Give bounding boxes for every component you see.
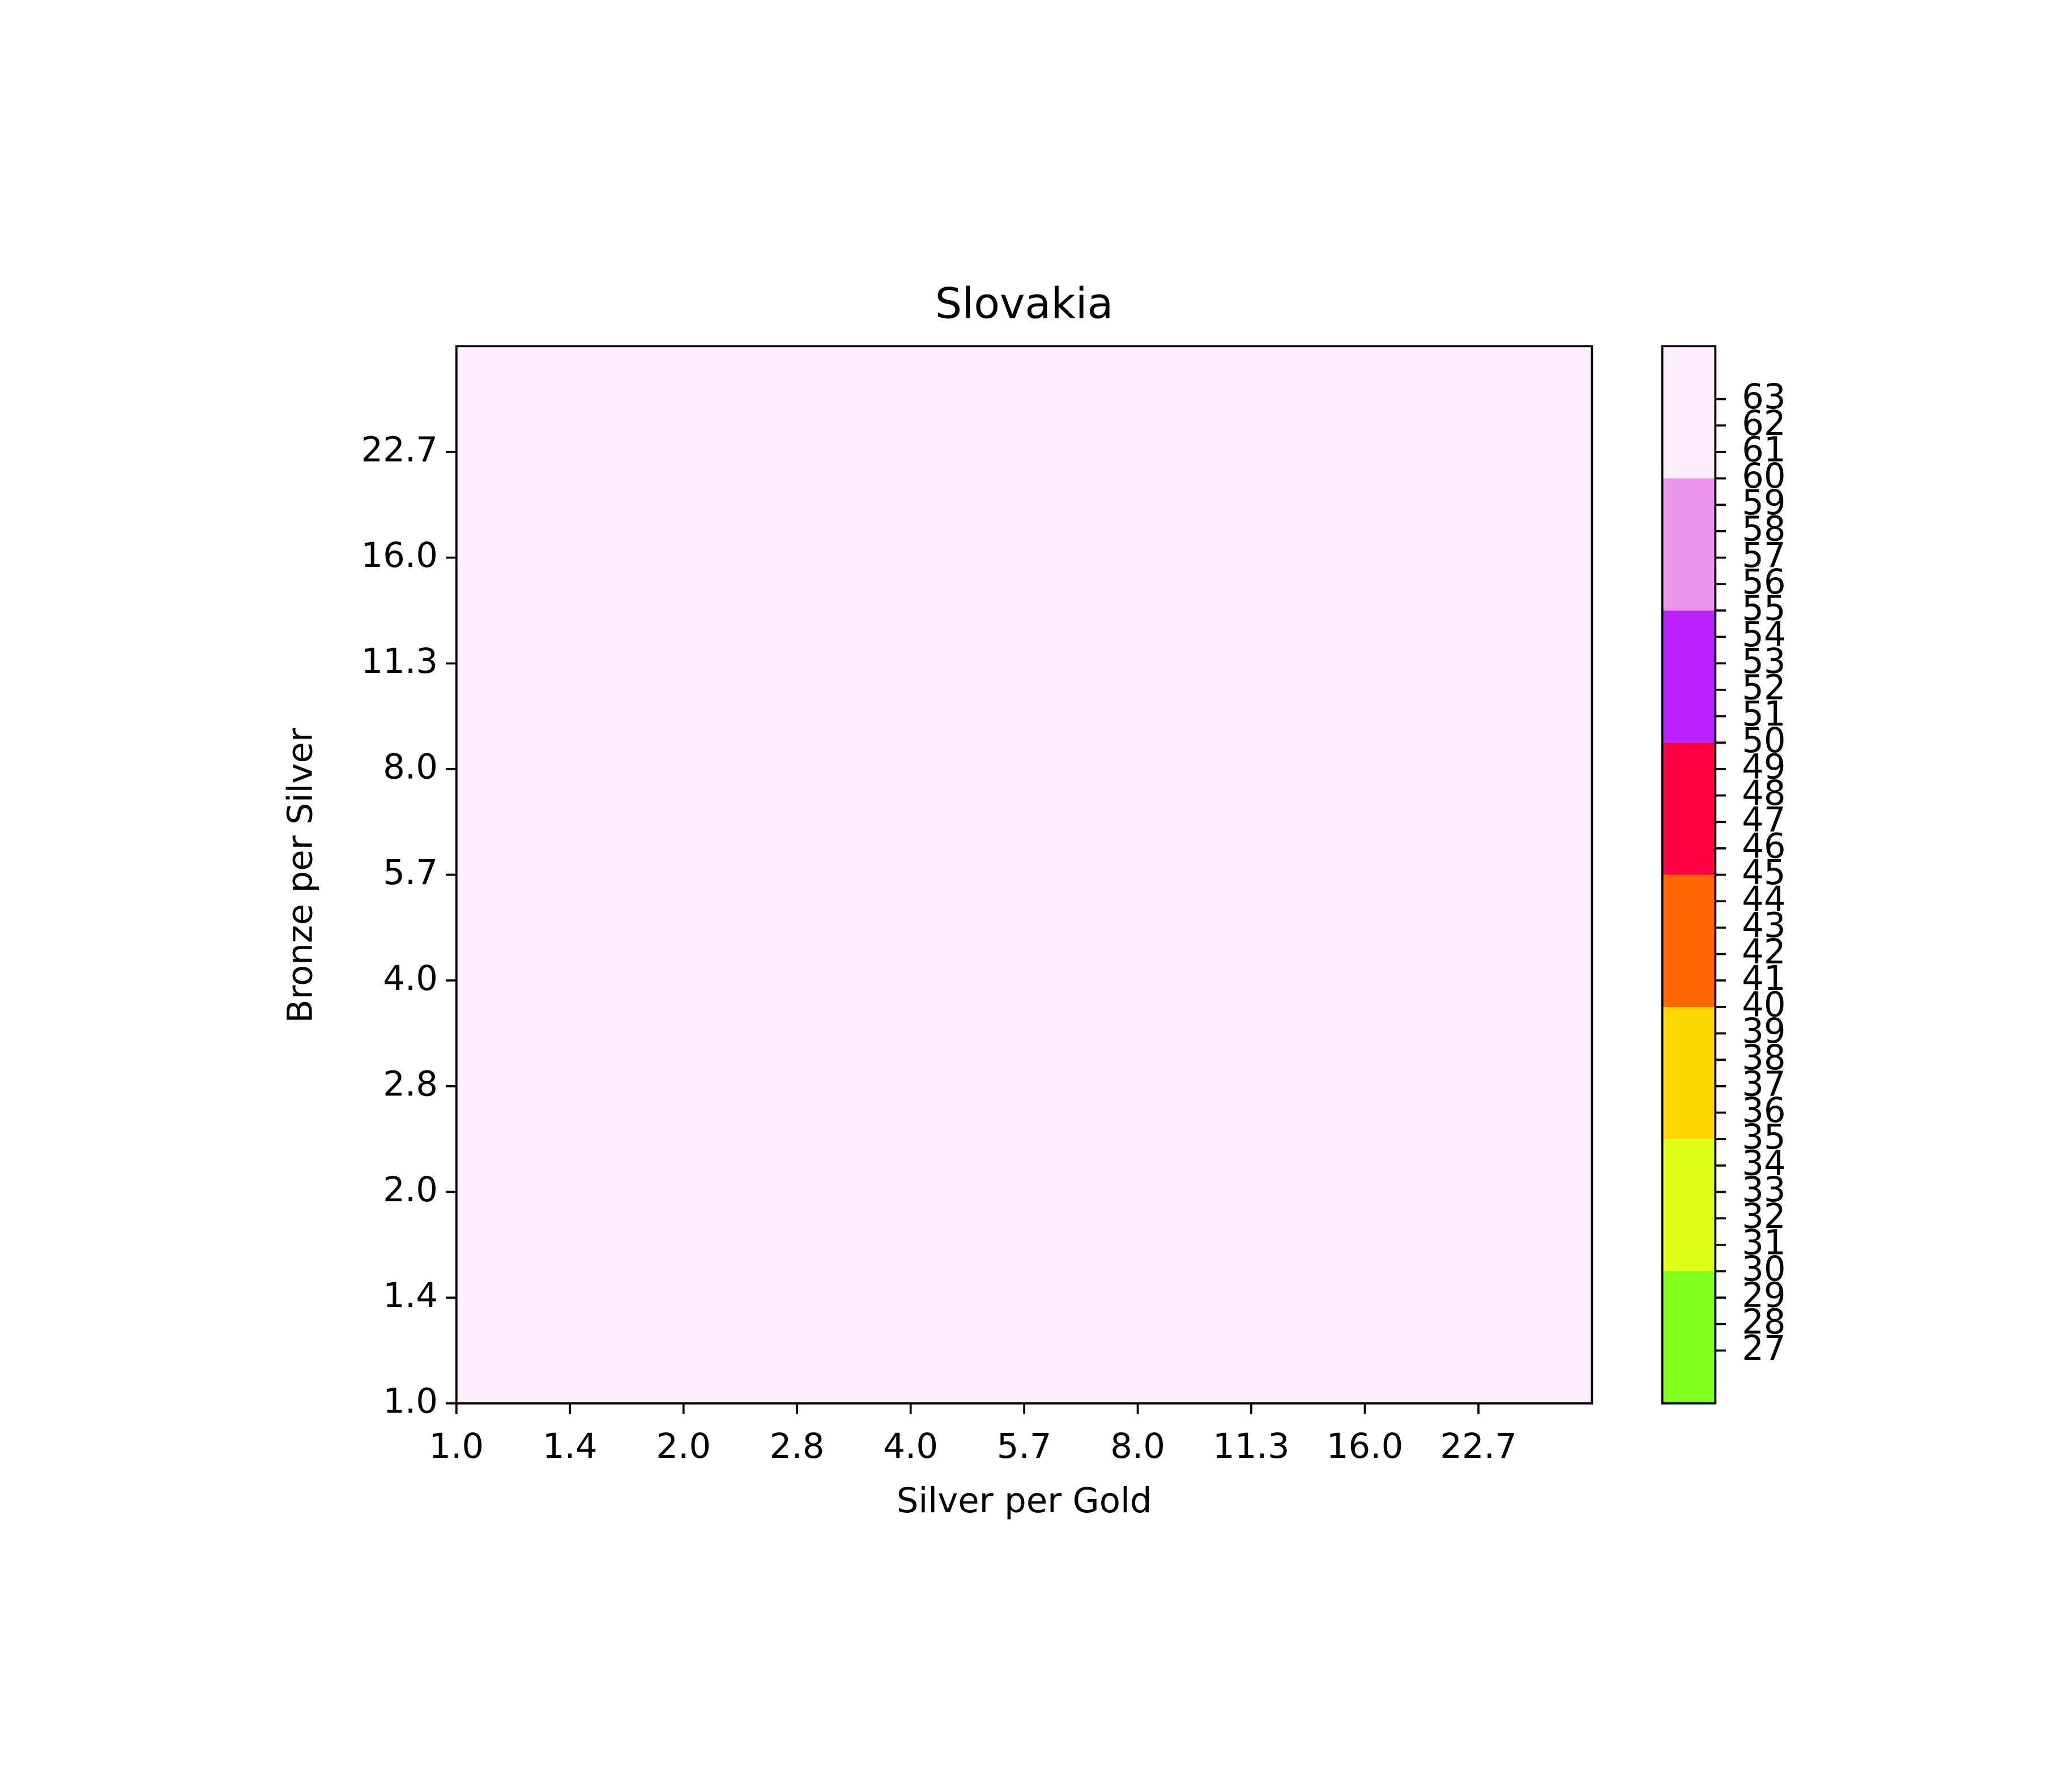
x-tick-label: 22.7 [1440,1426,1517,1466]
colorbar-segment [1662,874,1716,1007]
colorbar-tick-label: 38 [1742,1038,1785,1078]
colorbar-tick-label: 63 [1742,377,1785,417]
y-tick-label: 22.7 [361,429,438,470]
colorbar-tick-label: 40 [1742,984,1785,1025]
colorbar-tick-label: 54 [1742,615,1785,655]
y-tick-label: 16.0 [361,535,438,575]
colorbar-tick-label: 56 [1742,562,1785,602]
colorbar-tick-label: 36 [1742,1090,1785,1130]
colorbar-tick-label: 58 [1742,509,1785,549]
x-tick-label: 1.4 [543,1426,598,1466]
colorbar-segment [1662,610,1716,743]
colorbar-tick-label: 39 [1742,1011,1785,1051]
colorbar-segment [1662,346,1716,479]
colorbar-tick-label: 62 [1742,403,1785,443]
y-tick-label: 8.0 [383,746,438,787]
chart-title: Slovakia [935,278,1114,328]
colorbar-tick-label: 59 [1742,483,1785,523]
colorbar-tick-label: 48 [1742,773,1785,813]
x-axis-label: Silver per Gold [897,1480,1152,1521]
y-tick-label: 1.4 [383,1275,438,1316]
colorbar-tick-label: 31 [1742,1222,1785,1262]
x-tick-label: 11.3 [1213,1426,1290,1466]
colorbar-segment [1662,1006,1716,1140]
colorbar-tick-label: 55 [1742,588,1785,628]
heatmap-cell [456,346,1592,1403]
colorbar-tick-label: 61 [1742,430,1785,470]
y-tick-label: 2.8 [383,1064,438,1104]
x-tick-label: 4.0 [883,1426,938,1466]
colorbar-segment [1662,743,1716,875]
x-tick-label: 16.0 [1327,1426,1404,1466]
y-tick-label: 2.0 [383,1170,438,1210]
colorbar-tick-label: 49 [1742,746,1785,787]
colorbar-segment [1662,1139,1716,1272]
colorbar-tick-label: 44 [1742,879,1785,919]
x-tick-label: 5.7 [997,1426,1052,1466]
colorbar-tick-label: 53 [1742,641,1785,681]
colorbar-tick-label: 28 [1742,1302,1785,1342]
colorbar-tick-label: 43 [1742,905,1785,945]
x-tick-label: 8.0 [1110,1426,1165,1466]
colorbar-tick-label: 27 [1742,1328,1785,1368]
colorbar-tick-label: 30 [1742,1249,1785,1289]
colorbar-tick-label: 42 [1742,932,1785,972]
colorbar-tick-label: 52 [1742,667,1785,707]
x-tick-label: 2.0 [656,1426,711,1466]
y-tick-label: 1.0 [383,1381,438,1421]
y-tick-label: 11.3 [361,641,438,681]
colorbar-tick-label: 33 [1742,1170,1785,1210]
colorbar-segment [1662,1271,1716,1403]
y-tick-label: 5.7 [383,852,438,893]
colorbar-segment [1662,478,1716,611]
y-tick-label: 4.0 [383,958,438,999]
colorbar-tick-label: 60 [1742,456,1785,496]
colorbar-tick-label: 41 [1742,958,1785,999]
colorbar-tick-label: 34 [1742,1143,1785,1183]
colorbar-tick-label: 37 [1742,1064,1785,1104]
colorbar-tick-label: 47 [1742,800,1785,840]
y-axis-label: Bronze per Silver [280,727,321,1023]
x-tick-label: 2.8 [770,1426,825,1466]
colorbar-tick-label: 57 [1742,535,1785,575]
colorbar-tick-label: 50 [1742,720,1785,761]
x-tick-label: 1.0 [429,1426,484,1466]
colorbar-tick-label: 46 [1742,826,1785,866]
colorbar-tick-label: 29 [1742,1275,1785,1316]
colorbar-tick-label: 45 [1742,852,1785,893]
colorbar-tick-label: 32 [1742,1196,1785,1236]
colorbar-tick-label: 35 [1742,1117,1785,1157]
colorbar-tick-label: 51 [1742,694,1785,734]
